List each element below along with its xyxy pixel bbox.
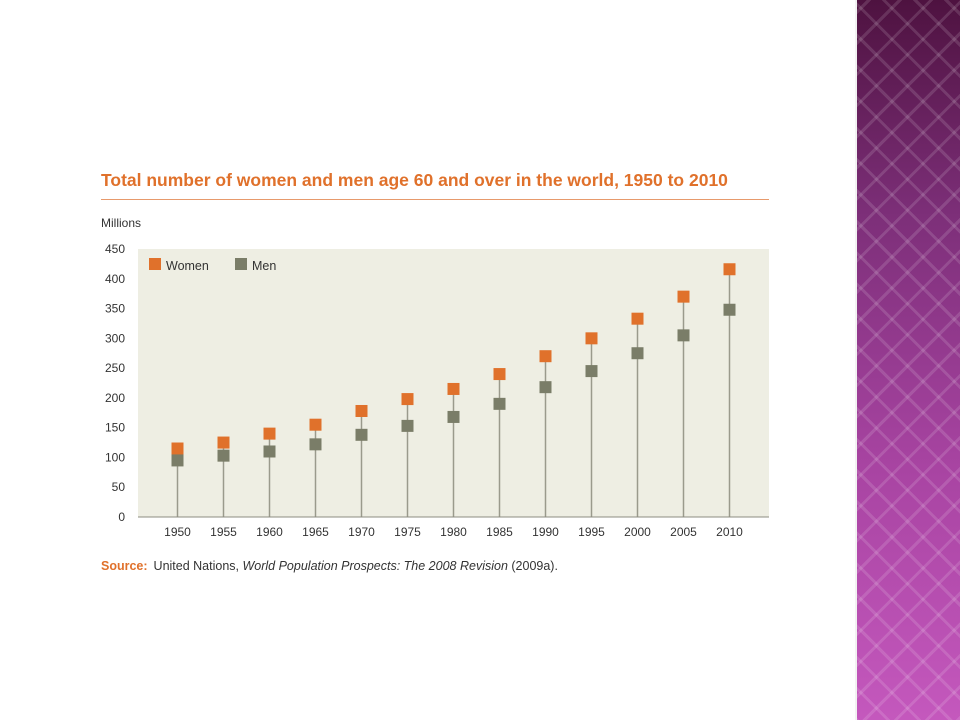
men-point <box>585 365 598 378</box>
y-tick-label: 200 <box>105 391 125 405</box>
y-axis-ticks: 0 50 100 150 200 250 300 350 400 450 <box>105 242 125 524</box>
men-point <box>677 329 690 342</box>
title-divider <box>101 199 769 200</box>
data-points <box>171 263 736 467</box>
women-point <box>309 418 322 431</box>
women-point <box>217 436 230 449</box>
x-tick-label: 1985 <box>486 525 513 539</box>
x-tick-label: 1950 <box>164 525 191 539</box>
women-point <box>493 368 506 381</box>
men-point <box>539 381 552 394</box>
y-tick-label: 250 <box>105 361 125 375</box>
decorative-side-band <box>855 0 960 720</box>
x-tick-label: 1975 <box>394 525 421 539</box>
x-tick-label: 1990 <box>532 525 559 539</box>
x-tick-label: 1955 <box>210 525 237 539</box>
men-point <box>217 449 230 462</box>
x-axis-ticks: 1950 1955 1960 1965 1970 1975 1980 1985 1990 1995… <box>164 525 743 539</box>
men-point <box>401 419 414 432</box>
source-text: United Nations, <box>153 559 243 573</box>
y-tick-label: 300 <box>105 331 125 345</box>
x-tick-label: 1960 <box>256 525 283 539</box>
y-axis-unit-label: Millions <box>101 216 141 230</box>
women-point <box>677 290 690 303</box>
women-point <box>585 332 598 345</box>
x-tick-label: 2010 <box>716 525 743 539</box>
legend-label-men: Men <box>252 259 276 273</box>
men-point <box>355 428 368 441</box>
men-point <box>723 303 736 316</box>
source-year: (2009a). <box>507 559 558 573</box>
women-point <box>723 263 736 276</box>
women-point <box>355 404 368 417</box>
men-point <box>631 347 644 360</box>
source-note: Source: United Nations, World Population … <box>101 559 558 573</box>
men-point <box>493 397 506 410</box>
x-tick-label: 1995 <box>578 525 605 539</box>
y-tick-label: 50 <box>112 480 126 494</box>
legend-label-women: Women <box>166 259 209 273</box>
x-tick-label: 1970 <box>348 525 375 539</box>
men-point <box>309 438 322 451</box>
legend-swatch-women <box>149 258 161 270</box>
women-point <box>631 312 644 325</box>
source-publication: World Population Prospects: The 2008 Rev… <box>242 559 508 573</box>
chart-title: Total number of women and men age 60 and… <box>101 170 728 190</box>
legend-swatch-men <box>235 258 247 270</box>
women-point <box>447 382 460 395</box>
x-tick-label: 2005 <box>670 525 697 539</box>
y-tick-label: 100 <box>105 450 125 464</box>
men-point <box>263 445 276 458</box>
y-tick-label: 450 <box>105 242 125 256</box>
x-tick-label: 2000 <box>624 525 651 539</box>
women-point <box>171 442 184 455</box>
men-point <box>447 410 460 423</box>
y-tick-label: 350 <box>105 302 125 316</box>
y-tick-label: 150 <box>105 421 125 435</box>
women-point <box>263 427 276 440</box>
men-point <box>171 454 184 467</box>
legend: Women Men <box>149 258 276 273</box>
x-tick-label: 1980 <box>440 525 467 539</box>
source-label: Source: <box>101 559 148 573</box>
x-tick-label: 1965 <box>302 525 329 539</box>
side-band-edge <box>855 0 857 720</box>
women-point <box>401 393 414 406</box>
women-point <box>539 350 552 363</box>
y-tick-label: 400 <box>105 272 125 286</box>
y-tick-label: 0 <box>118 510 125 524</box>
